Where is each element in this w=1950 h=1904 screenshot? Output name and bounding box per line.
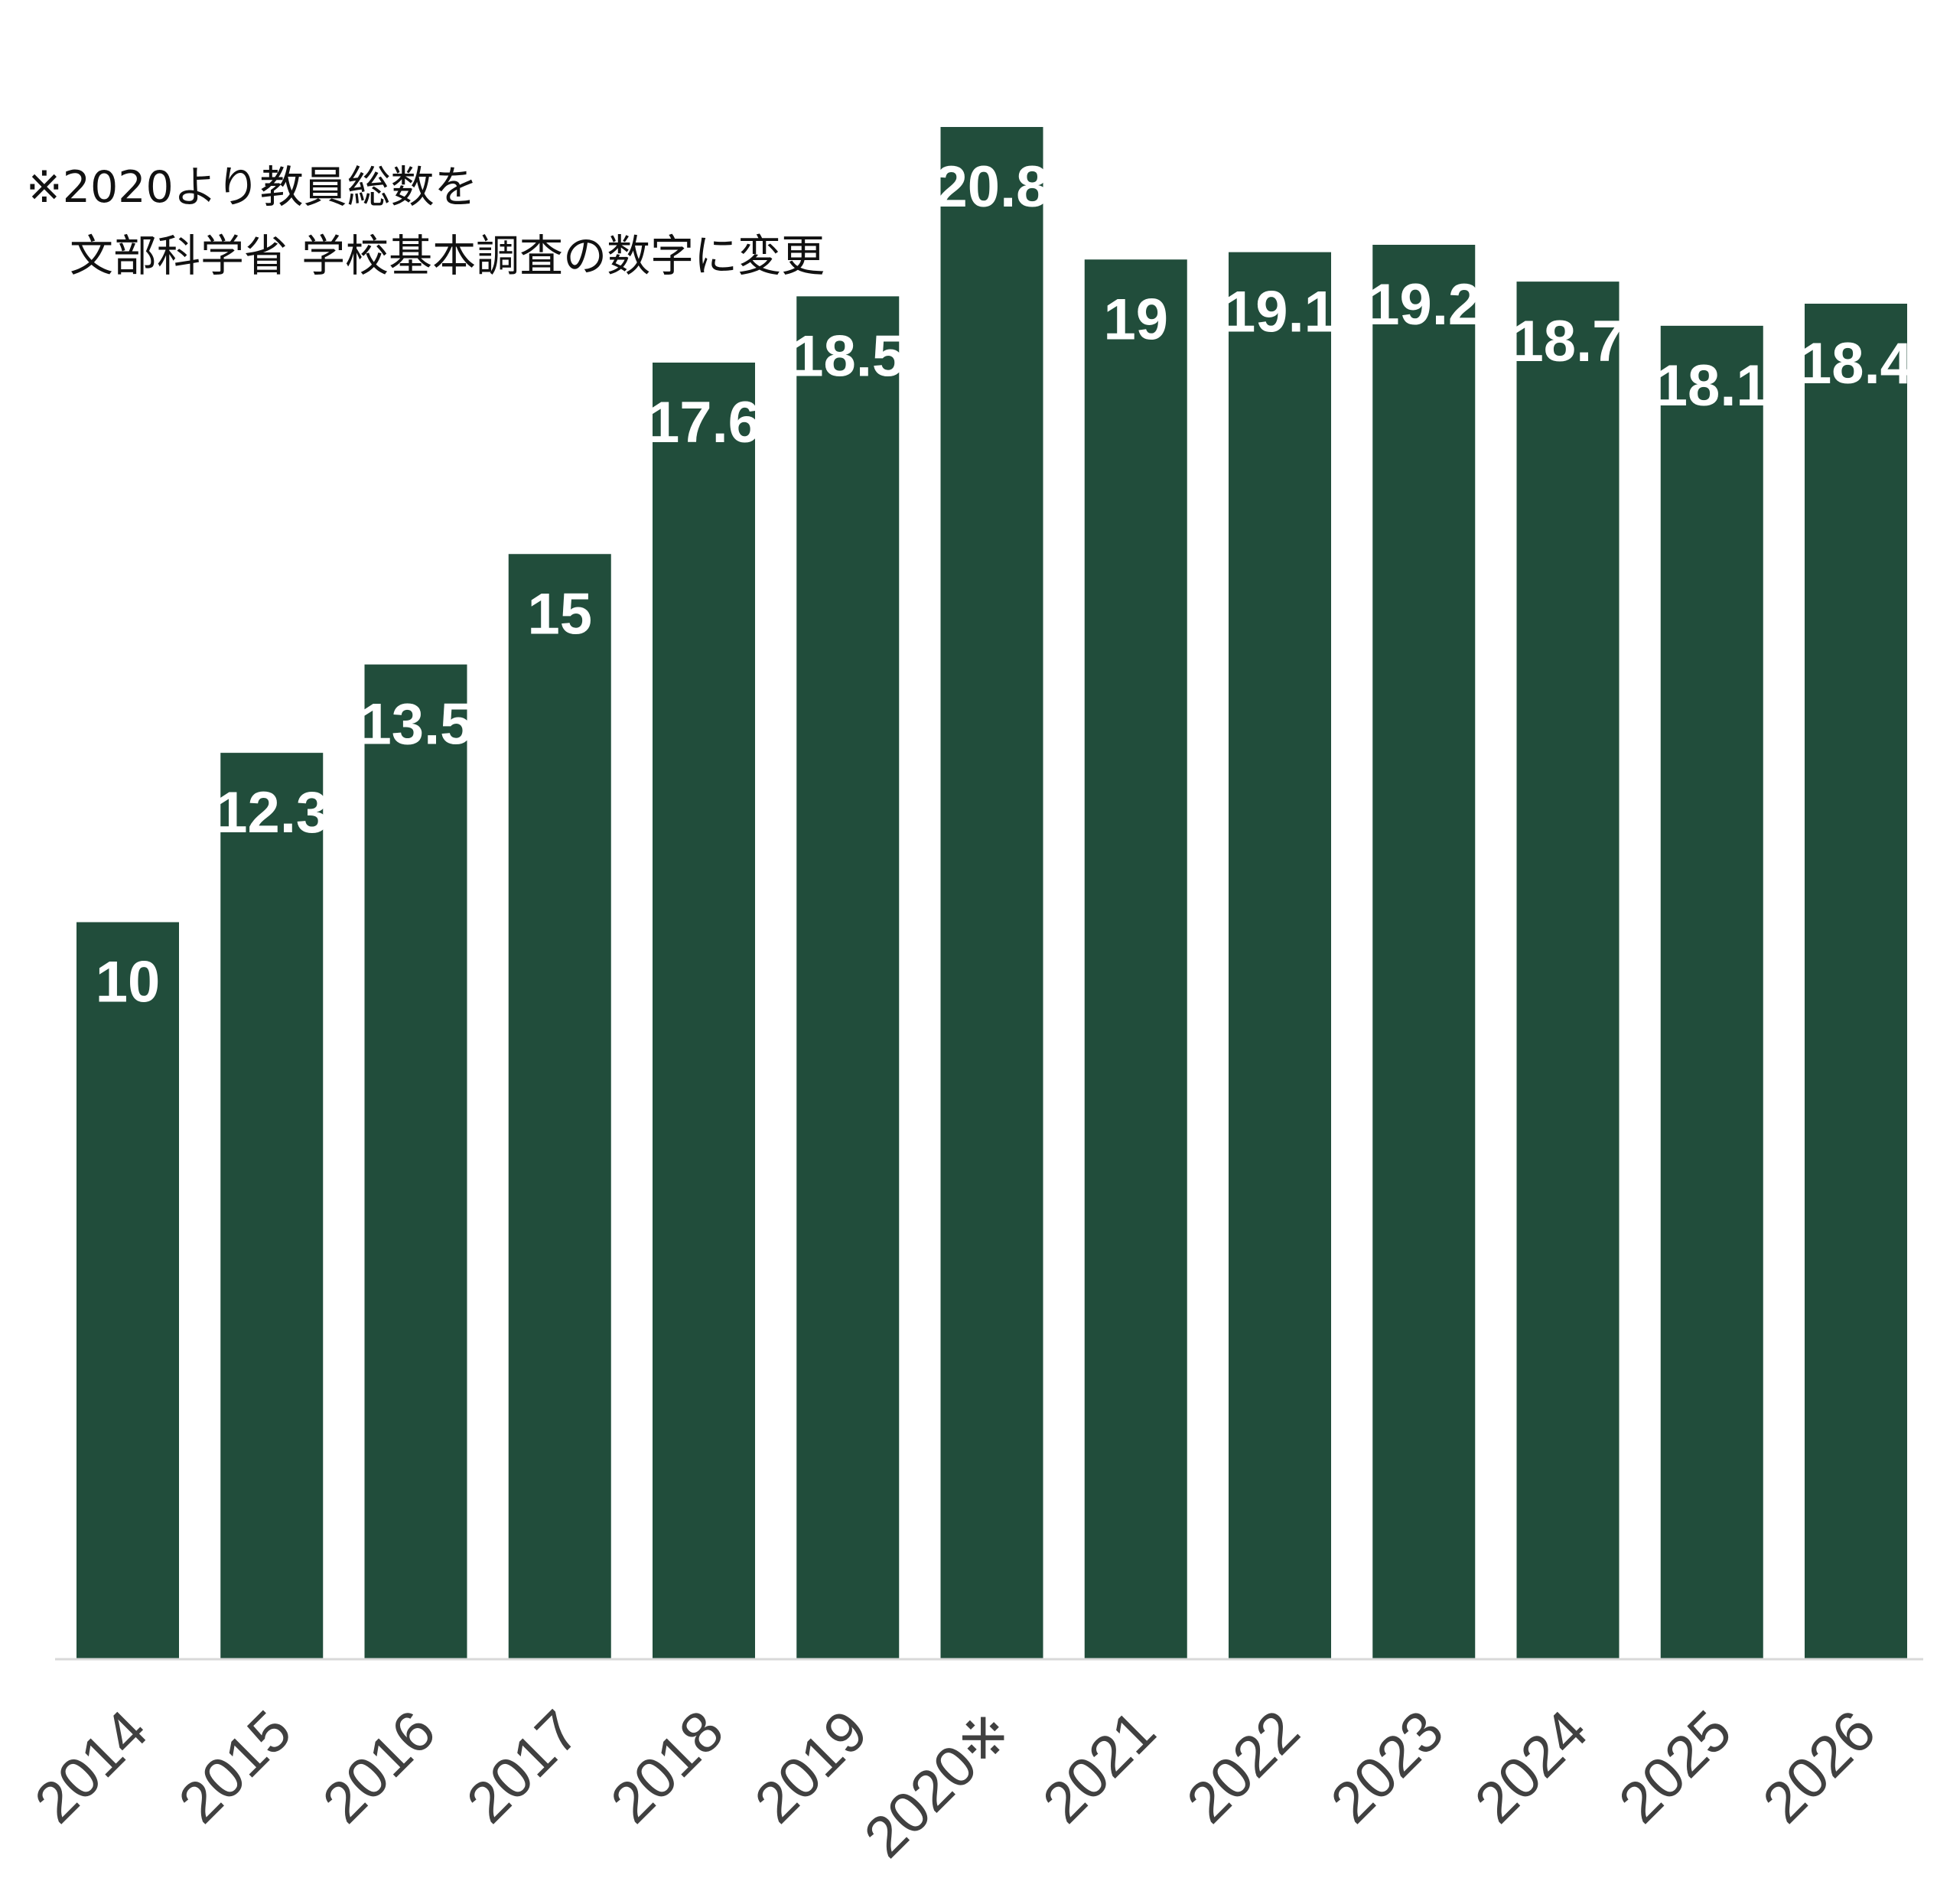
x-tick-label-2022: 2022 [1174,1698,1312,1836]
bar-value-label-2018: 17.6 [647,390,760,455]
bar-value-label-2026: 18.4 [1799,331,1913,396]
x-tick-label-2016: 2016 [311,1698,448,1836]
chart-note-line-2: 文部科学省 学校基本調査の数字に変更 [26,231,825,282]
bar-value-label-2019: 18.5 [791,324,904,389]
bar-2016 [364,664,467,1658]
chart-note-line-1: ※2020より教員総数を [26,162,478,213]
x-tick-label-2020※: 2020※ [852,1698,1024,1870]
bar-2017 [508,554,611,1658]
chart-note: ※2020より教員総数を 文部科学省 学校基本調査の数字に変更 [26,153,825,291]
bar-2020※ [940,127,1043,1658]
x-tick-label-2019: 2019 [743,1698,881,1836]
x-tick-label-2024: 2024 [1463,1698,1600,1836]
value-labels-group: 10 12.3 13.5 15 17.6 18.5 20.8 19 19.1 19.2 18.7 18… [96,155,1913,1015]
x-tick-label-2026: 2026 [1750,1698,1888,1836]
x-tick-label-2025: 2025 [1607,1698,1744,1836]
x-tick-label-2021: 2021 [1030,1698,1168,1836]
x-tick-label-2017: 2017 [454,1698,592,1836]
bars-group [77,127,1907,1658]
bar-2021 [1084,259,1187,1658]
bar-value-label-2022: 19.1 [1223,280,1336,345]
bar-value-label-2024: 18.7 [1512,309,1625,374]
bar-value-label-2023: 19.2 [1367,272,1480,337]
bar-value-label-2014: 10 [96,950,161,1015]
bar-2026 [1805,304,1907,1658]
bar-value-label-2016: 13.5 [360,692,473,757]
bar-2015 [220,753,324,1658]
bar-2019 [796,296,900,1658]
x-tick-label-2018: 2018 [598,1698,736,1836]
x-tick-label-2015: 2015 [167,1698,304,1836]
bar-2023 [1372,245,1476,1658]
bar-value-label-2017: 15 [527,581,592,646]
bar-2018 [653,363,755,1658]
bar-value-label-2015: 12.3 [215,780,328,845]
bar-value-label-2025: 18.1 [1655,353,1769,418]
x-tick-label-2014: 2014 [22,1698,160,1836]
x-tick-label-2023: 2023 [1319,1698,1457,1836]
bar-2022 [1229,252,1331,1658]
bar-2024 [1516,282,1620,1658]
bar-2025 [1660,325,1763,1658]
bar-value-label-2021: 19 [1103,287,1168,352]
bar-2014 [77,922,179,1658]
bar-value-label-2020※: 20.8 [936,155,1049,220]
